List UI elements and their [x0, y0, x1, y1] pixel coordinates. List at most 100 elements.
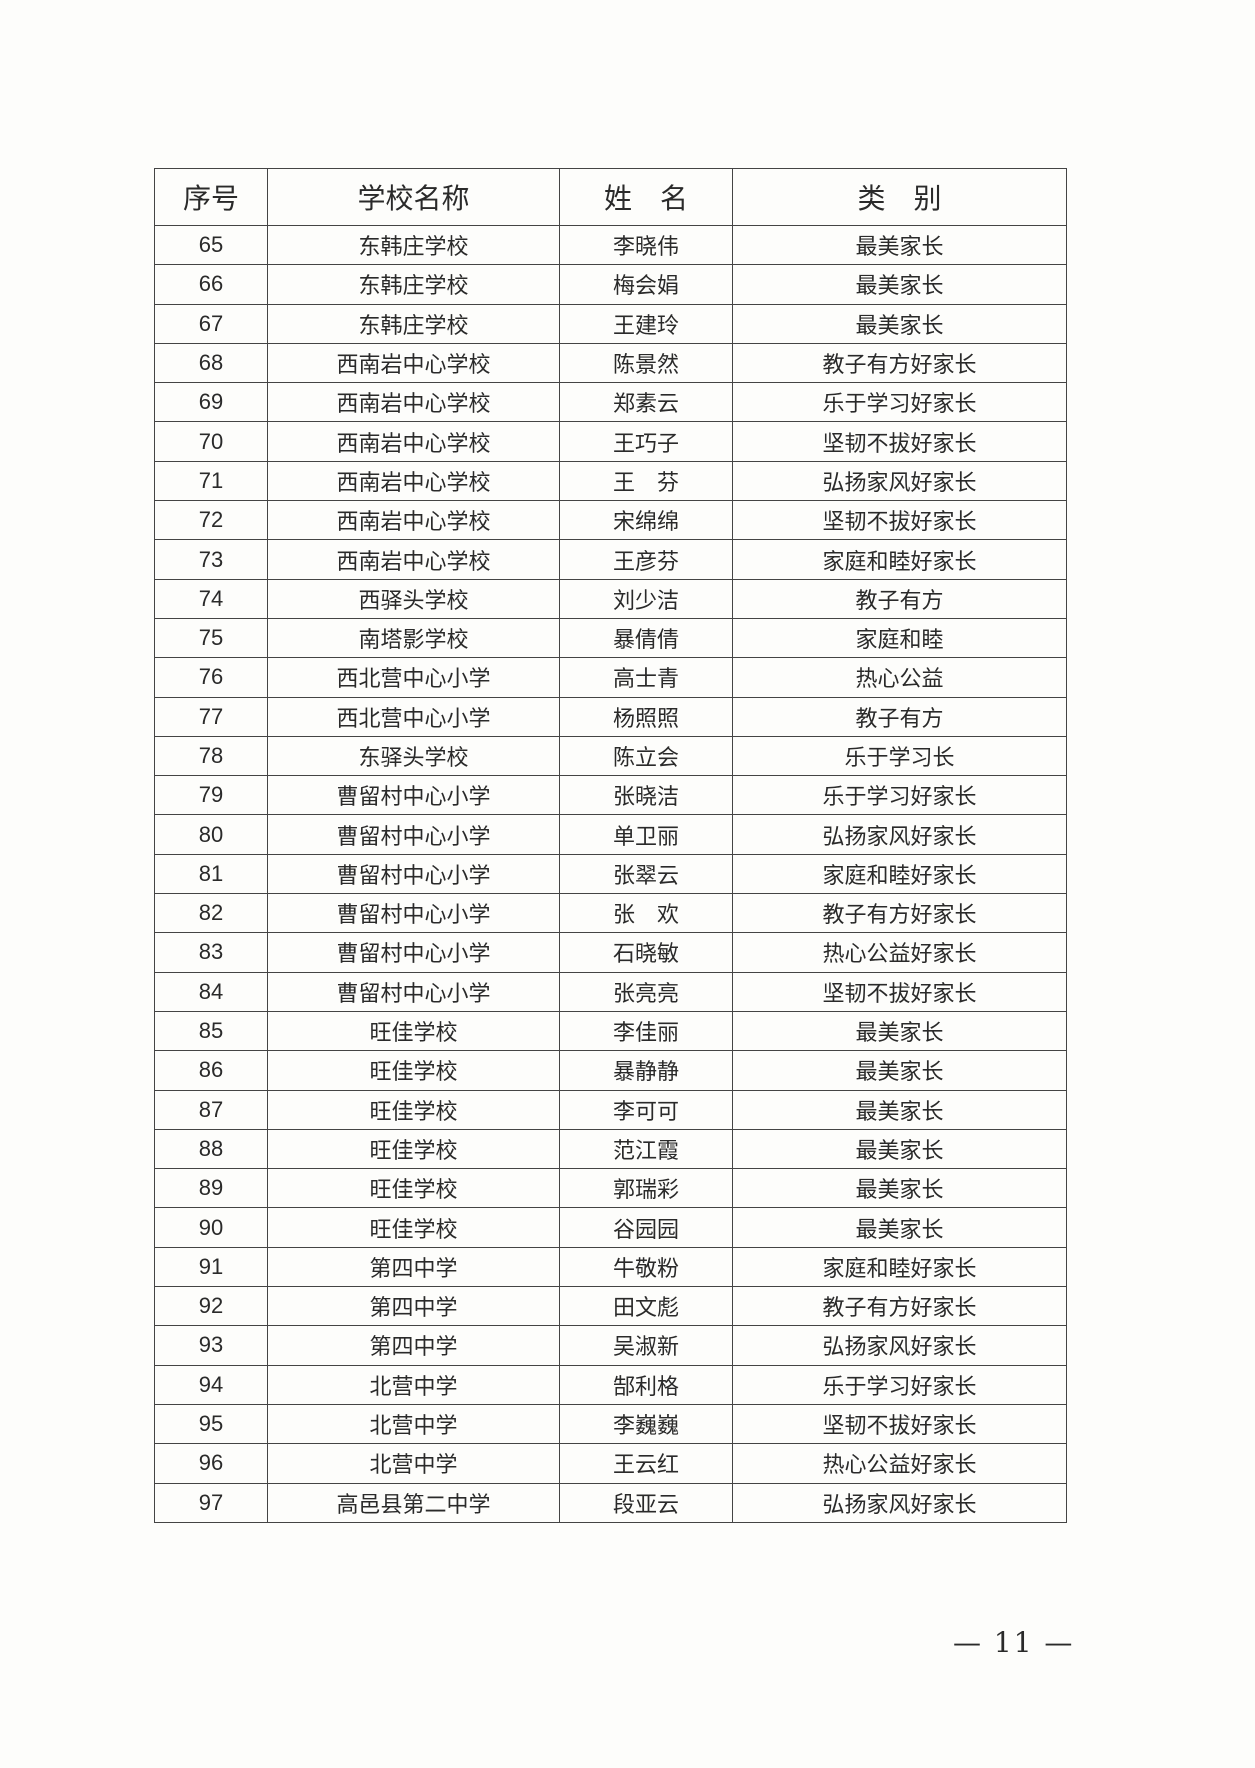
- cell-name: 吴淑新: [559, 1325, 733, 1366]
- cell-name: 梅会娟: [559, 264, 733, 305]
- cell-category: 教子有方: [732, 696, 1067, 737]
- cell-school: 曹留村中心小学: [267, 932, 560, 973]
- table-row: 86 旺佳学校 暴静静 最美家长: [154, 1050, 1067, 1091]
- table-row: 73 西南岩中心学校 王彦芬 家庭和睦好家长: [154, 539, 1067, 580]
- cell-school: 西南岩中心学校: [267, 342, 560, 384]
- cell-category: 教子有方好家长: [732, 893, 1067, 934]
- cell-school: 东韩庄学校: [267, 224, 560, 266]
- cell-category: 家庭和睦好家长: [732, 1246, 1067, 1288]
- cell-category: 坚韧不拔好家长: [732, 421, 1067, 462]
- cell-name: 郑素云: [559, 382, 733, 423]
- cell-index: 73: [154, 539, 268, 580]
- cell-index: 78: [154, 735, 268, 777]
- cell-index: 94: [154, 1364, 268, 1405]
- cell-name: 李可可: [559, 1089, 733, 1130]
- table-row: 82 曹留村中心小学张 欢教子有方好家长: [154, 893, 1067, 934]
- table-row: 69 西南岩中心学校 郑素云 乐于学习好家长: [154, 382, 1067, 423]
- cell-index: 67: [154, 303, 268, 344]
- table-row: 93 第四中学 吴淑新 弘扬家风好家长: [154, 1325, 1067, 1366]
- table-row: 81 曹留村中心小学 张翠云 家庭和睦好家长: [154, 853, 1067, 895]
- cell-index: 66: [154, 264, 268, 305]
- cell-name: 郭瑞彩: [559, 1168, 733, 1209]
- cell-category: 家庭和睦好家长: [732, 853, 1067, 895]
- cell-school: 西南岩中心学校: [267, 421, 560, 462]
- cell-index: 91: [154, 1246, 268, 1288]
- cell-index: 82: [154, 893, 268, 934]
- cell-school: 高邑县第二中学: [267, 1482, 560, 1523]
- cell-category: 坚韧不拔好家长: [732, 500, 1067, 541]
- table-row: 72 西南岩中心学校 宋绵绵 坚韧不拔好家长: [154, 500, 1067, 541]
- cell-index: 89: [154, 1168, 268, 1209]
- table-row: 90 旺佳学校 谷园园 最美家长: [154, 1207, 1067, 1248]
- cell-school: 东韩庄学校: [267, 303, 560, 344]
- cell-school: 西北营中心小学: [267, 657, 560, 698]
- cell-index: 92: [154, 1286, 268, 1327]
- cell-school: 北营中学: [267, 1403, 560, 1445]
- cell-category: 热心公益好家长: [732, 932, 1067, 973]
- cell-category: 最美家长: [732, 1207, 1067, 1248]
- cell-category: 乐于学习好家长: [732, 775, 1067, 816]
- cell-index: 85: [154, 1010, 268, 1052]
- cell-category: 最美家长: [732, 1168, 1067, 1209]
- table-row: 75 南塔影学校 暴倩倩 家庭和睦: [154, 617, 1067, 659]
- cell-category: 最美家长: [732, 303, 1067, 344]
- cell-index: 70: [154, 421, 268, 462]
- cell-school: 第四中学: [267, 1246, 560, 1288]
- cell-index: 79: [154, 775, 268, 816]
- cell-index: 81: [154, 853, 268, 895]
- cell-name: 王建玲: [559, 303, 733, 344]
- cell-school: 北营中学: [267, 1443, 560, 1484]
- cell-index: 69: [154, 382, 268, 423]
- table-row: 87 旺佳学校 李可可 最美家长: [154, 1089, 1067, 1130]
- award-list-table: 序号 学校名称 姓 名 类 别 65 东韩庄学校 李晓伟 最美家长 66 东韩庄学校 梅会娟…: [154, 168, 1067, 1523]
- cell-category: 坚韧不拔好家长: [732, 971, 1067, 1012]
- table-row: 76 西北营中心小学 高士青 热心公益: [154, 657, 1067, 698]
- cell-name: 王 芬: [559, 460, 733, 502]
- cell-name: 陈景然: [559, 342, 733, 384]
- cell-category: 教子有方好家长: [732, 342, 1067, 384]
- cell-index: 84: [154, 971, 268, 1012]
- table-row: 74 西驿头学校 刘少洁 教子有方: [154, 578, 1067, 619]
- cell-index: 83: [154, 932, 268, 973]
- cell-category: 乐于学习好家长: [732, 382, 1067, 423]
- cell-category: 教子有方好家长: [732, 1286, 1067, 1327]
- cell-name: 李佳丽: [559, 1010, 733, 1052]
- cell-name: 李晓伟: [559, 224, 733, 266]
- page-number: — 11 —: [953, 1626, 1075, 1659]
- cell-school: 旺佳学校: [267, 1128, 560, 1170]
- cell-name: 张 欢: [559, 893, 733, 934]
- cell-name: 郜利格: [559, 1364, 733, 1405]
- cell-category: 最美家长: [732, 1010, 1067, 1052]
- cell-name: 张翠云: [559, 853, 733, 895]
- cell-index: 80: [154, 814, 268, 855]
- cell-school: 旺佳学校: [267, 1010, 560, 1052]
- cell-category: 乐于学习好家长: [732, 1364, 1067, 1405]
- cell-school: 南塔影学校: [267, 617, 560, 659]
- cell-category: 最美家长: [732, 1050, 1067, 1091]
- cell-school: 第四中学: [267, 1325, 560, 1366]
- table-row: 89 旺佳学校 郭瑞彩 最美家长: [154, 1168, 1067, 1209]
- table-row: 83 曹留村中心小学 石晓敏 热心公益好家长: [154, 932, 1067, 973]
- cell-school: 西驿头学校: [267, 578, 560, 619]
- cell-index: 72: [154, 500, 268, 541]
- cell-category: 最美家长: [732, 224, 1067, 266]
- header-category: 类 别: [732, 168, 1067, 226]
- cell-name: 刘少洁: [559, 578, 733, 619]
- table-row: 71 西南岩中心学校王 芬弘扬家风好家长: [154, 460, 1067, 502]
- table-row: 78 东驿头学校 陈立会 乐于学习长: [154, 735, 1067, 777]
- cell-name: 暴静静: [559, 1050, 733, 1091]
- cell-category: 弘扬家风好家长: [732, 1325, 1067, 1366]
- cell-school: 东驿头学校: [267, 735, 560, 777]
- cell-school: 西南岩中心学校: [267, 382, 560, 423]
- cell-school: 西南岩中心学校: [267, 500, 560, 541]
- cell-school: 东韩庄学校: [267, 264, 560, 305]
- cell-index: 88: [154, 1128, 268, 1170]
- table-row: 77 西北营中心小学 杨照照 教子有方: [154, 696, 1067, 737]
- cell-index: 68: [154, 342, 268, 384]
- table-row: 67 东韩庄学校 王建玲 最美家长: [154, 303, 1067, 344]
- cell-school: 曹留村中心小学: [267, 893, 560, 934]
- cell-name: 牛敬粉: [559, 1246, 733, 1288]
- table-header-row: 序号 学校名称 姓 名 类 别: [154, 168, 1067, 226]
- table-row: 84 曹留村中心小学 张亮亮 坚韧不拔好家长: [154, 971, 1067, 1012]
- table-row: 65 东韩庄学校 李晓伟 最美家长: [154, 224, 1067, 266]
